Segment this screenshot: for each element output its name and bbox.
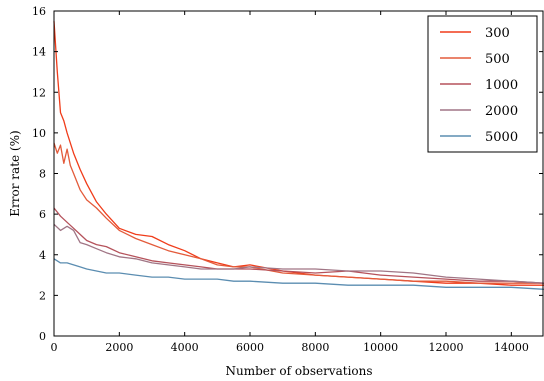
y-tick-label: 6 [39, 208, 46, 221]
legend-label-500: 500 [485, 52, 510, 67]
x-tick-label: 2000 [105, 341, 133, 354]
x-axis: 0 2000 4000 6000 8000 10000 12000 14000 [51, 11, 529, 354]
legend-label-2000: 2000 [485, 104, 518, 119]
y-tick-label: 12 [32, 86, 46, 99]
y-axis-label: Error rate (%) [8, 130, 22, 216]
x-axis-label: Number of observations [225, 364, 372, 378]
y-tick-label: 4 [39, 249, 46, 262]
x-tick-label: 10000 [363, 341, 398, 354]
legend-label-300: 300 [485, 26, 510, 41]
series-line-2000 [53, 223, 544, 284]
x-tick-label: 8000 [301, 341, 329, 354]
y-tick-label: 10 [32, 127, 46, 140]
x-tick-label: 14000 [494, 341, 529, 354]
x-tick-label: 12000 [429, 341, 464, 354]
plot-lines [53, 21, 544, 290]
legend-label-5000: 5000 [485, 130, 518, 145]
series-line-500 [53, 142, 544, 284]
y-tick-label: 2 [39, 289, 46, 302]
series-line-5000 [53, 258, 544, 290]
y-tick-label: 14 [32, 46, 46, 59]
y-tick-label: 8 [39, 168, 46, 181]
x-tick-label: 6000 [236, 341, 264, 354]
legend: 300 500 1000 2000 5000 [427, 15, 538, 153]
y-tick-label: 16 [32, 5, 46, 18]
y-tick-label: 0 [39, 330, 46, 343]
y-axis: 0 2 4 6 8 10 12 14 16 [32, 5, 543, 343]
legend-label-1000: 1000 [485, 78, 518, 93]
series-line-1000 [53, 207, 544, 284]
x-tick-label: 4000 [171, 341, 199, 354]
x-tick-label: 0 [51, 341, 58, 354]
